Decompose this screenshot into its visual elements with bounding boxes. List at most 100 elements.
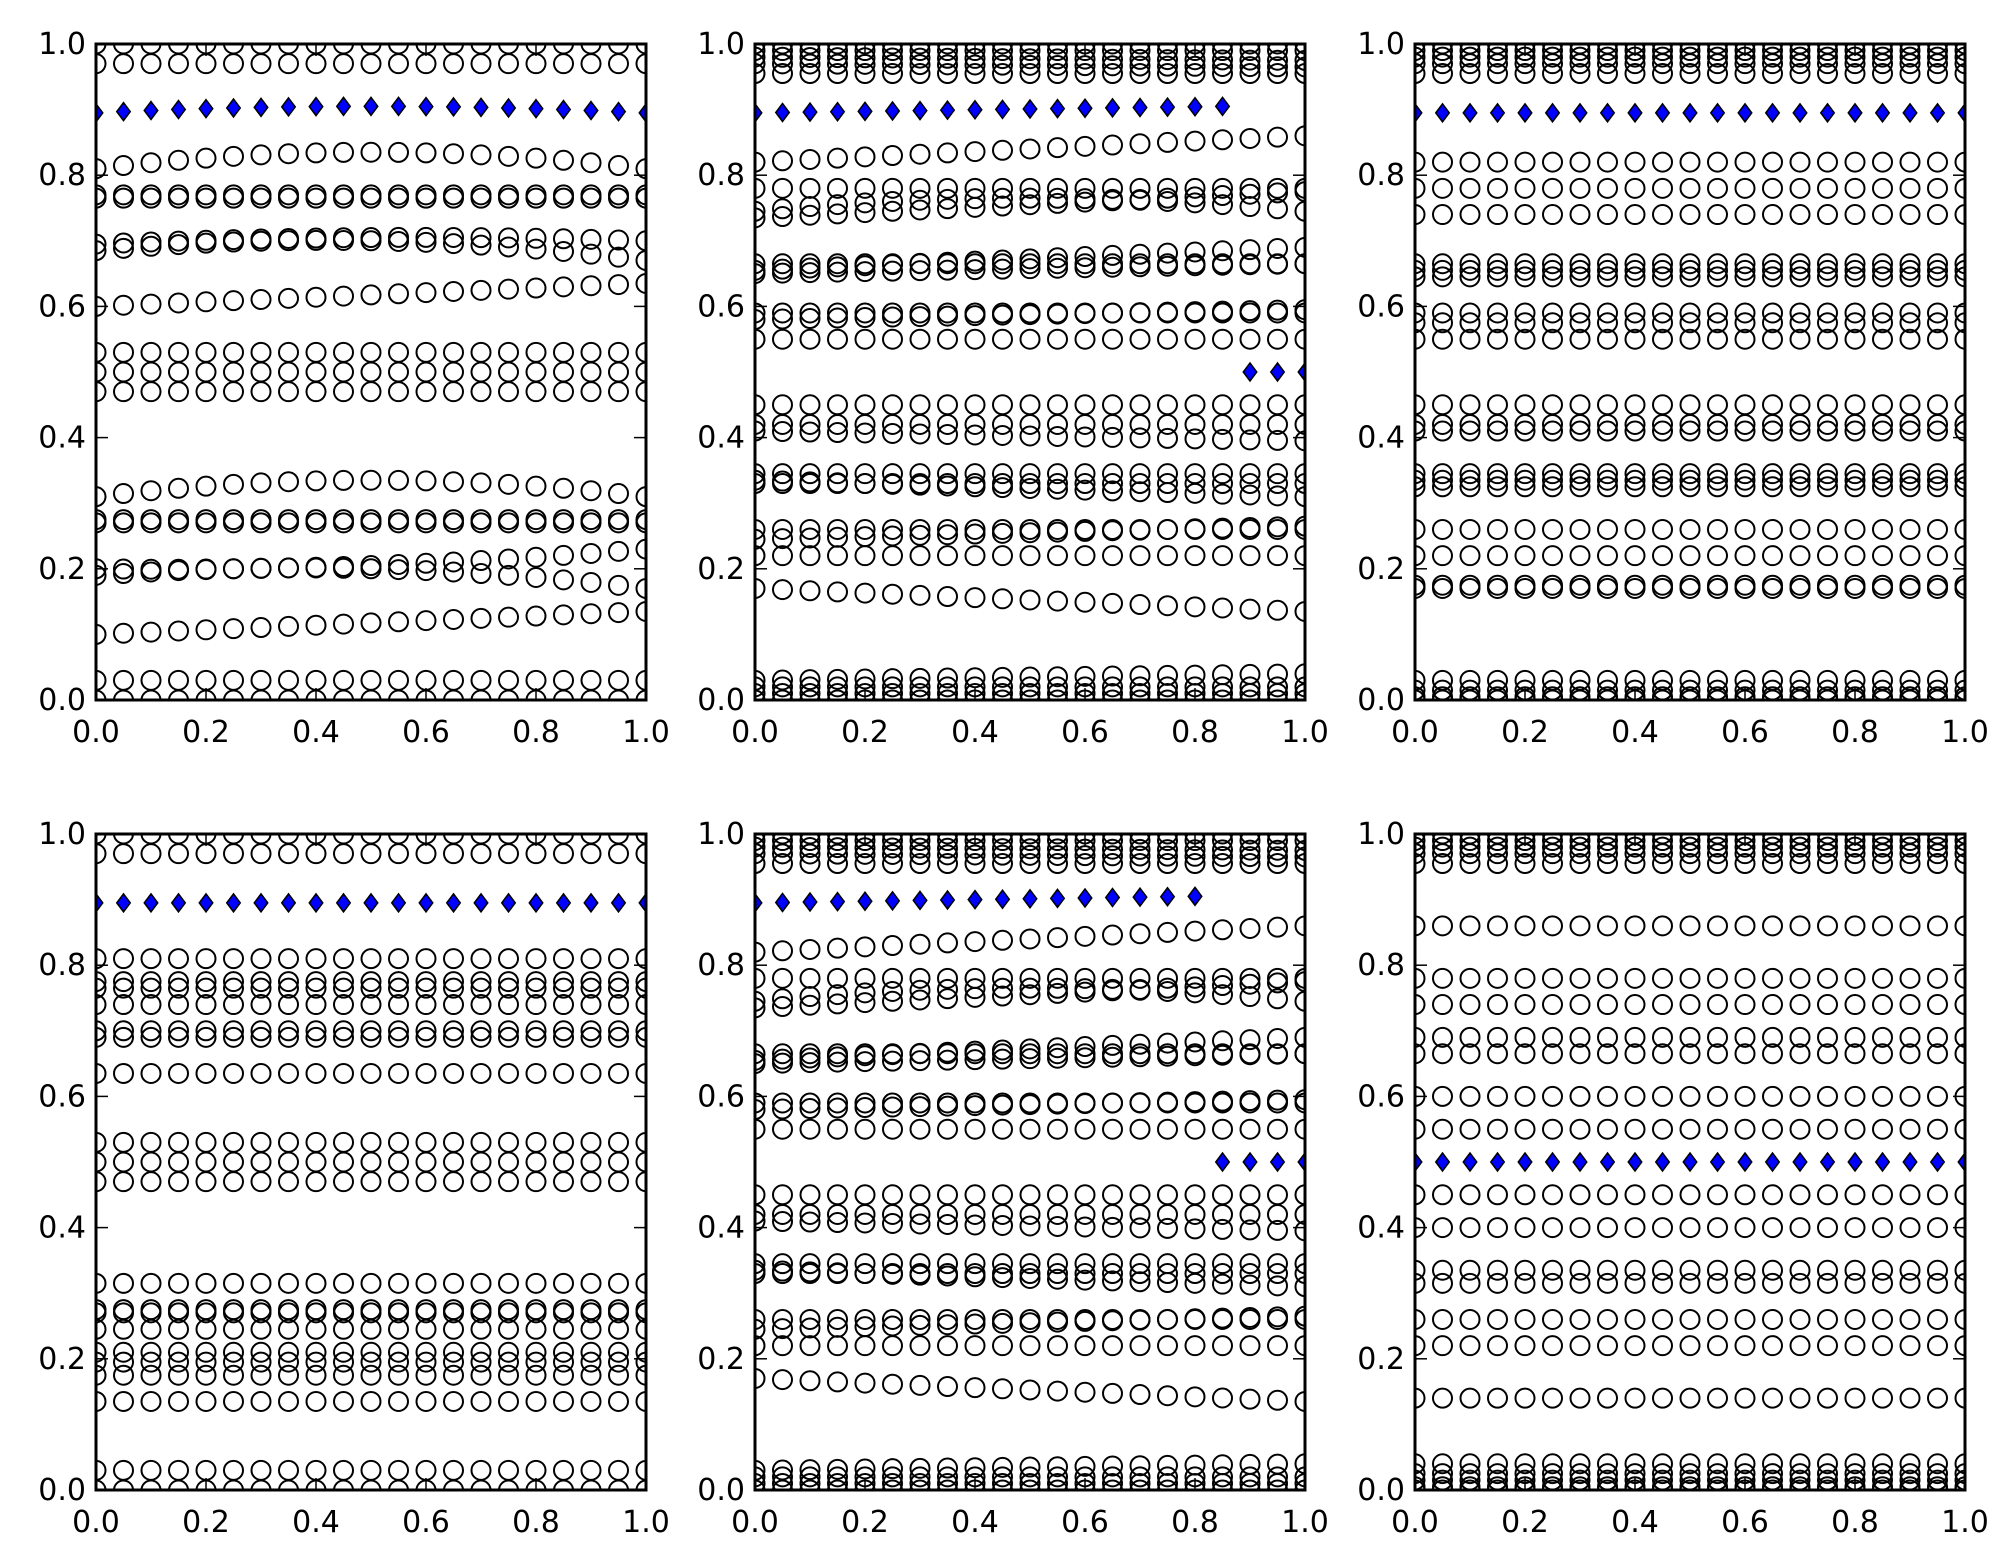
- open-circle-point: [1294, 1184, 1305, 1206]
- open-circle-point: [443, 977, 464, 999]
- open-circle-point: [580, 1131, 602, 1153]
- open-circle-point: [635, 994, 646, 1016]
- open-circle-point: [1624, 253, 1646, 275]
- open-circle-point: [1652, 1453, 1673, 1475]
- open-circle-point: [1294, 839, 1305, 861]
- open-circle-point: [1899, 843, 1921, 865]
- open-circle-point: [580, 1302, 602, 1324]
- open-circle-point: [1872, 1118, 1893, 1140]
- open-circle-point: [608, 843, 629, 865]
- open-circle-point: [1899, 1217, 1921, 1239]
- open-circle-point: [1239, 1479, 1261, 1490]
- open-circle-point: [1707, 1118, 1728, 1140]
- open-circle-point: [1102, 1263, 1123, 1285]
- open-circle-point: [909, 1096, 931, 1118]
- open-circle-point: [1872, 967, 1893, 989]
- open-circle-point: [443, 1318, 464, 1340]
- open-circle-point: [1872, 302, 1893, 324]
- y-tick-label: 0.0: [1357, 683, 1405, 718]
- open-circle-point: [470, 1026, 492, 1048]
- open-circle-point: [470, 1020, 492, 1042]
- open-circle-point: [1415, 204, 1426, 226]
- open-circle-point: [333, 1479, 354, 1490]
- open-circle-point: [1459, 853, 1481, 875]
- open-circle-point: [443, 280, 464, 302]
- open-circle-point: [1212, 1307, 1233, 1329]
- open-circle-point: [964, 587, 986, 609]
- open-circle-point: [1019, 1048, 1041, 1070]
- open-circle-point: [772, 413, 793, 435]
- open-circle-point: [1129, 967, 1151, 989]
- open-circle-point: [1707, 204, 1728, 226]
- open-circle-point: [1102, 980, 1123, 1002]
- open-circle-point: [305, 341, 327, 363]
- open-circle-point: [1129, 1263, 1151, 1285]
- open-circle-point: [909, 306, 931, 328]
- open-circle-point: [1734, 469, 1756, 491]
- open-circle-point: [223, 977, 244, 999]
- open-circle-point: [1762, 469, 1783, 491]
- open-circle-point: [140, 1390, 162, 1412]
- open-circle-point: [827, 853, 848, 875]
- open-circle-point: [755, 253, 766, 275]
- open-circle-point: [140, 971, 162, 993]
- open-circle-point: [1129, 665, 1151, 687]
- highlight-diamond-point: [1599, 102, 1616, 124]
- open-circle-point: [1212, 517, 1233, 539]
- open-circle-point: [553, 53, 574, 75]
- open-circle-point: [1129, 1033, 1151, 1055]
- open-circle-point: [553, 276, 574, 298]
- open-circle-point: [1542, 834, 1563, 852]
- open-circle-point: [1872, 994, 1893, 1016]
- open-circle-point: [1569, 53, 1591, 75]
- open-circle-point: [1239, 1388, 1261, 1410]
- open-circle-point: [1954, 253, 1965, 275]
- open-circle-point: [470, 1341, 492, 1363]
- y-tick-label: 0.2: [1357, 552, 1405, 587]
- open-circle-point: [1762, 545, 1783, 567]
- open-circle-point: [250, 1390, 272, 1412]
- open-circle-point: [1487, 463, 1508, 485]
- open-circle-point: [1597, 63, 1618, 85]
- open-circle-point: [799, 328, 821, 350]
- open-circle-point: [964, 259, 986, 281]
- open-circle-point: [1074, 257, 1096, 279]
- open-circle-point: [1707, 1453, 1728, 1475]
- open-circle-point: [1899, 204, 1921, 226]
- open-circle-point: [882, 302, 903, 324]
- open-circle-point: [1019, 1253, 1041, 1275]
- highlight-diamond-point: [1709, 102, 1726, 124]
- open-circle-point: [909, 1466, 931, 1488]
- highlight-diamond-point: [528, 892, 544, 914]
- open-circle-point: [1047, 54, 1068, 76]
- open-circle-point: [195, 1318, 217, 1340]
- open-circle-point: [525, 147, 547, 169]
- open-circle-point: [333, 1341, 354, 1363]
- open-circle-point: [1487, 1118, 1508, 1140]
- open-circle-point: [113, 1390, 134, 1412]
- open-circle-point: [1267, 253, 1288, 275]
- open-circle-point: [1415, 1387, 1426, 1409]
- x-tick-label: 0.6: [1721, 715, 1769, 750]
- open-circle-point: [1762, 63, 1783, 85]
- open-circle-point: [1597, 259, 1618, 281]
- open-circle-point: [415, 669, 437, 691]
- open-circle-point: [772, 853, 793, 875]
- open-circle-point: [1762, 1308, 1783, 1330]
- open-circle-point: [1652, 53, 1673, 75]
- open-circle-point: [937, 423, 958, 445]
- open-circle-point: [250, 977, 272, 999]
- open-circle-point: [1432, 463, 1453, 485]
- open-circle-point: [1954, 177, 1965, 199]
- open-circle-point: [1267, 689, 1288, 700]
- open-circle-point: [1542, 545, 1563, 567]
- open-circle-point: [1415, 843, 1426, 865]
- x-tick-label: 0.0: [1391, 715, 1439, 750]
- highlight-diamond-point: [1517, 102, 1533, 124]
- data-markers: [1415, 44, 1965, 700]
- open-circle-point: [333, 341, 354, 363]
- open-circle-point: [1102, 665, 1123, 687]
- open-circle-point: [827, 1308, 848, 1330]
- open-circle-point: [1294, 1026, 1305, 1048]
- open-circle-point: [470, 187, 492, 209]
